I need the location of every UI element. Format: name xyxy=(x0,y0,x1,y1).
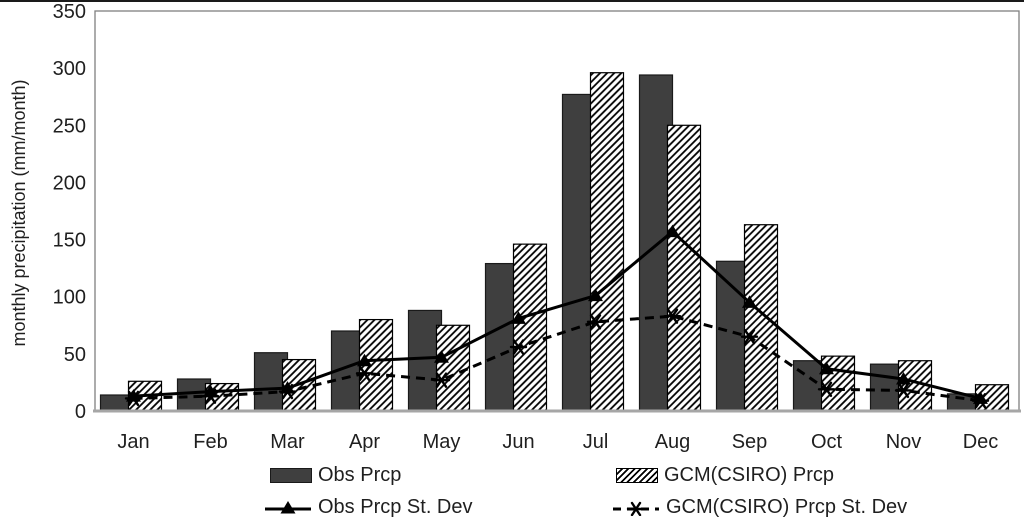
x-axis-tick-label: Apr xyxy=(349,431,380,453)
asterisk-marker-icon xyxy=(432,372,451,388)
x-axis-tick-label: Sep xyxy=(732,431,768,453)
triangle-marker-icon xyxy=(357,353,372,367)
x-axis-tick-label: Jan xyxy=(117,431,149,453)
x-axis-tick-label: May xyxy=(423,431,461,453)
x-axis-tick-label: Feb xyxy=(193,431,227,453)
asterisk-spoke xyxy=(435,372,448,388)
triangle-marker-icon xyxy=(742,295,757,308)
asterisk-spoke xyxy=(512,339,525,355)
asterisk-spoke xyxy=(358,365,371,381)
triangle-marker-icon xyxy=(588,288,603,302)
asterisk-spoke xyxy=(743,329,756,345)
legend-label-obs-prcp: Obs Prcp xyxy=(318,464,402,486)
x-axis-tick-label: Nov xyxy=(886,431,922,453)
bar-gcm-prcp xyxy=(435,324,471,412)
triangle-marker-icon xyxy=(819,361,834,375)
obs-stdev-line-swatch-icon xyxy=(265,500,311,513)
asterisk-spoke xyxy=(666,308,679,324)
legend-label-gcm-prcp: GCM(CSIRO) Prcp xyxy=(664,464,834,486)
bar-gcm-prcp xyxy=(589,72,625,412)
legend-label-gcm-stdev: GCM(CSIRO) Prcp St. Dev xyxy=(666,496,908,518)
legend-label-obs-stdev: Obs Prcp St. Dev xyxy=(318,496,473,518)
triangle-marker-icon xyxy=(896,372,911,385)
asterisk-marker-icon xyxy=(355,365,374,381)
triangle-marker-icon xyxy=(973,391,988,404)
y-axis-tick-label: 250 xyxy=(53,115,86,137)
y-axis-tick-label: 150 xyxy=(53,230,86,252)
gcm-stdev-line-swatch-icon xyxy=(613,501,659,516)
asterisk-marker-icon xyxy=(817,381,836,397)
gcm-prcp-hatch-swatch-icon xyxy=(616,468,658,483)
asterisk-marker-icon xyxy=(586,314,605,330)
asterisk-spoke xyxy=(820,381,833,397)
x-axis-tick-label: Aug xyxy=(655,431,691,453)
triangle-marker-icon xyxy=(203,384,218,398)
bar-gcm-prcp xyxy=(512,243,548,412)
legend-item-obs-prcp: Obs Prcp xyxy=(270,464,401,487)
obs-prcp-bar-swatch-icon xyxy=(270,468,312,483)
bar-gcm-prcp xyxy=(743,224,779,412)
y-axis-tick-label: 100 xyxy=(53,287,86,309)
legend-item-obs-stdev: Obs Prcp St. Dev xyxy=(264,496,473,519)
triangle-marker-icon xyxy=(280,381,295,394)
legend-item-gcm-prcp: GCM(CSIRO) Prcp xyxy=(616,464,834,487)
x-axis-tick-label: Jun xyxy=(502,431,534,453)
x-axis-tick-label: Mar xyxy=(270,431,305,453)
plot-border xyxy=(94,10,1020,412)
triangle-marker-icon xyxy=(511,311,526,324)
y-axis-tick-label: 200 xyxy=(53,172,86,194)
triangle-marker-icon xyxy=(434,350,449,363)
asterisk-marker-icon xyxy=(894,382,913,399)
legend-item-gcm-stdev: GCM(CSIRO) Prcp St. Dev xyxy=(612,496,907,519)
triangle-marker-icon xyxy=(665,224,680,238)
y-axis-tick-label: 50 xyxy=(64,344,86,366)
asterisk-marker-icon xyxy=(740,329,759,345)
x-axis-tick-label: Oct xyxy=(811,431,843,453)
y-axis-tick-label: 300 xyxy=(53,58,86,80)
y-axis-tick-label: 350 xyxy=(53,1,86,23)
asterisk-spoke xyxy=(589,314,602,330)
asterisk-marker-icon xyxy=(663,308,682,324)
bar-gcm-prcp xyxy=(666,124,702,412)
triangle-marker-icon xyxy=(126,389,141,402)
asterisk-marker-icon xyxy=(509,339,528,355)
line-gcm-prcp-stdev xyxy=(133,314,981,403)
figure-top-border xyxy=(0,0,1024,2)
x-axis-tick-label: Dec xyxy=(963,431,999,453)
asterisk-spoke xyxy=(897,382,910,399)
line-obs-prcp-stdev xyxy=(133,230,981,400)
y-axis-tick-label: 0 xyxy=(75,401,86,423)
x-axis-tick-label: Jul xyxy=(583,431,609,453)
